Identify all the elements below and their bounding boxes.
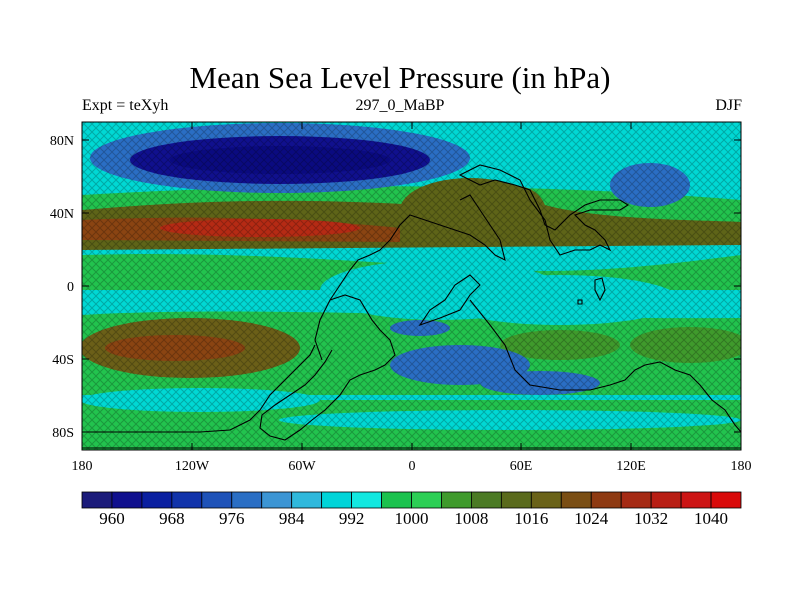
colorbar-swatch xyxy=(411,491,442,509)
colorbar-swatch xyxy=(680,491,712,509)
lon-tick-label: 120E xyxy=(616,459,646,474)
colorbar-swatch xyxy=(500,491,532,509)
lon-tick-label: 180 xyxy=(72,459,93,474)
colorbar-swatch xyxy=(321,491,352,509)
colorbar-swatch xyxy=(171,491,203,509)
colorbar-swatch xyxy=(650,491,682,509)
colorbar-label: 1008 xyxy=(454,509,488,528)
lat-tick-label: 80S xyxy=(52,426,74,441)
colorbar-swatch xyxy=(590,491,622,509)
map-title: Mean Sea Level Pressure (in hPa) xyxy=(189,60,611,95)
colorbar-swatch xyxy=(441,491,472,509)
season-label: DJF xyxy=(715,97,742,114)
colorbar-label: 992 xyxy=(339,509,365,528)
colorbar-label: 1040 xyxy=(694,509,728,528)
colorbar-swatch xyxy=(560,491,592,509)
colorbar-swatch xyxy=(81,491,113,509)
colorbar-label: 960 xyxy=(99,509,125,528)
colorbar: 960 968 976 984 992 1000 1008 1016 1024 1032 1040 xyxy=(81,491,742,528)
colorbar-label: 1024 xyxy=(574,509,609,528)
colorbar-label: 1032 xyxy=(634,509,668,528)
colorbar-label: 984 xyxy=(279,509,305,528)
colorbar-swatch xyxy=(291,491,323,509)
colorbar-swatch xyxy=(471,491,502,509)
lon-tick-label: 0 xyxy=(409,459,416,474)
colorbar-swatch xyxy=(141,491,173,509)
period-label: 297_0_MaBP xyxy=(355,97,445,114)
colorbar-swatch xyxy=(530,491,562,509)
lat-tick-label: 40N xyxy=(50,207,74,222)
colorbar-swatch xyxy=(351,491,382,509)
colorbar-swatch xyxy=(231,491,263,509)
lat-tick-label: 40S xyxy=(52,353,74,368)
colorbar-swatch xyxy=(710,491,742,509)
colorbar-swatch xyxy=(261,491,293,509)
map-axes: 80N 40N 0 40S 80S 180 120W 60W 0 60E 120E 180 xyxy=(50,122,752,474)
lat-tick-label: 0 xyxy=(67,280,74,295)
lat-tick-label: 80N xyxy=(50,134,74,149)
lon-tick-label: 120W xyxy=(175,459,210,474)
lon-tick-label: 180 xyxy=(731,459,752,474)
colorbar-swatch xyxy=(620,491,652,509)
lon-tick-label: 60E xyxy=(510,459,533,474)
colorbar-swatch xyxy=(111,491,143,509)
colorbar-label: 1016 xyxy=(514,509,548,528)
colorbar-label: 1000 xyxy=(395,509,429,528)
colorbar-label: 976 xyxy=(219,509,245,528)
colorbar-label: 968 xyxy=(159,509,185,528)
experiment-label: Expt = teXyh xyxy=(82,97,169,114)
colorbar-swatch xyxy=(381,491,412,509)
pressure-field xyxy=(82,122,741,450)
colorbar-swatch xyxy=(201,491,233,509)
lon-tick-label: 60W xyxy=(288,459,316,474)
